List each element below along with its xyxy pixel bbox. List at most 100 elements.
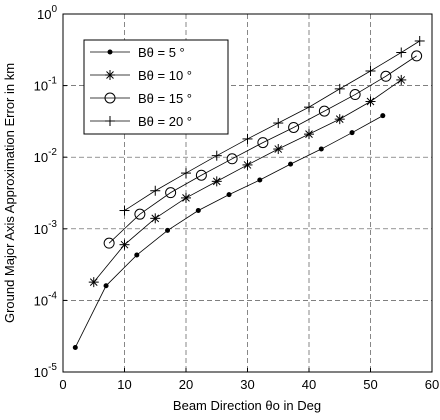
y-tick-label: 10-1: [34, 76, 58, 94]
marker-circle: [288, 121, 300, 133]
marker-dot: [349, 130, 355, 136]
ring: [195, 169, 207, 181]
legend-box: [83, 39, 229, 135]
stroke: [397, 76, 406, 84]
dot: [165, 227, 171, 233]
x-tick-label: 60: [425, 377, 439, 392]
x-tick-label: 50: [363, 377, 377, 392]
stroke: [106, 71, 114, 79]
y-tick-exponent: -5: [48, 362, 57, 373]
ring: [257, 137, 269, 149]
ring: [226, 153, 238, 165]
ring: [288, 121, 300, 133]
marker-circle: [104, 92, 116, 104]
marker-circle: [349, 89, 361, 101]
y-tick-base: 10: [34, 79, 48, 94]
marker-star: [88, 277, 99, 288]
marker-circle: [195, 169, 207, 181]
dot: [72, 344, 78, 350]
marker-plus: [273, 118, 284, 129]
stroke: [89, 278, 98, 286]
marker-circle: [380, 70, 392, 82]
y-tick-base: 10: [34, 293, 48, 308]
marker-star: [181, 192, 191, 203]
marker-plus: [105, 116, 115, 126]
stroke: [151, 214, 160, 223]
marker-circle: [411, 50, 423, 62]
x-tick-label: 10: [117, 377, 131, 392]
marker-dot: [165, 227, 171, 233]
dot: [103, 283, 109, 289]
dot: [257, 177, 263, 183]
marker-star: [396, 74, 407, 85]
legend-label: Bθ = 5 °: [138, 45, 185, 60]
ring: [411, 50, 423, 62]
x-tick-label: 40: [302, 377, 316, 392]
marker-circle: [257, 137, 269, 149]
marker-dot: [107, 49, 113, 55]
ring: [103, 237, 115, 249]
marker-star: [304, 129, 314, 140]
y-tick-label: 100: [37, 4, 57, 22]
marker-star: [273, 144, 284, 155]
stroke: [212, 177, 221, 186]
y-tick-base: 10: [34, 222, 48, 237]
dot: [134, 252, 140, 258]
marker-star: [105, 70, 115, 80]
legend-label: Bθ = 10 °: [138, 68, 192, 83]
y-tick-base: 10: [37, 7, 51, 22]
plot-frame: [62, 13, 433, 373]
marker-circle: [134, 208, 146, 220]
marker-dot: [195, 208, 201, 214]
y-tick-label: 10-2: [34, 147, 58, 165]
marker-plus: [414, 35, 425, 46]
marker-dot: [318, 146, 324, 152]
dot: [318, 146, 324, 152]
legend-label: Bθ = 20 °: [138, 114, 192, 129]
marker-plus: [150, 185, 161, 196]
y-tick-exponent: -3: [48, 219, 57, 230]
marker-plus: [211, 150, 222, 161]
y-tick-label: 10-5: [34, 362, 58, 380]
marker-dot: [103, 283, 109, 289]
y-tick-exponent: -2: [48, 147, 57, 158]
stroke: [274, 145, 283, 153]
marker-circle: [165, 187, 177, 199]
marker-star: [334, 114, 345, 125]
y-tick-label: 10-4: [34, 290, 58, 308]
dot: [288, 161, 294, 167]
marker-star: [211, 176, 222, 187]
dot: [349, 130, 355, 136]
y-tick-base: 10: [34, 150, 48, 165]
series-line: [108, 55, 417, 244]
marker-dot: [226, 192, 232, 198]
x-tick-label: 20: [179, 377, 193, 392]
marker-dot: [134, 252, 140, 258]
stroke: [305, 130, 313, 138]
stroke: [120, 240, 129, 249]
stroke: [243, 161, 252, 169]
legend-label: Bθ = 15 °: [138, 91, 192, 106]
marker-plus: [304, 102, 314, 113]
ring: [349, 89, 361, 101]
marker-circle: [226, 153, 238, 165]
marker-dot: [288, 161, 294, 167]
marker-plus: [396, 47, 407, 58]
x-tick-label: 0: [59, 377, 66, 392]
marker-dot: [72, 344, 78, 350]
y-tick-base: 10: [34, 365, 48, 380]
marker-star: [119, 239, 130, 250]
y-tick-exponent: 0: [51, 4, 57, 15]
x-axis-label: Beam Direction θo in Deg: [173, 398, 321, 413]
marker-plus: [365, 65, 376, 76]
marker-dot: [380, 113, 386, 119]
y-tick-label: 10-3: [34, 219, 58, 237]
ring: [165, 187, 177, 199]
marker-star: [365, 96, 376, 107]
ring: [380, 70, 392, 82]
marker-circle: [318, 105, 330, 117]
y-tick-exponent: -4: [48, 290, 57, 301]
marker-star: [242, 159, 253, 170]
